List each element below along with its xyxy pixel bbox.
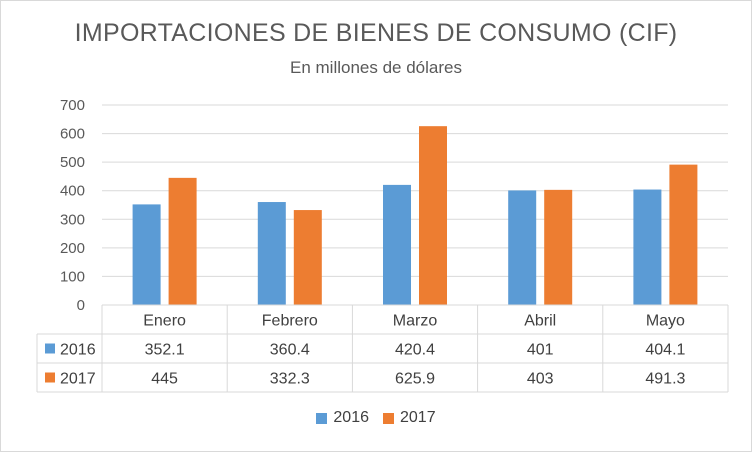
bar-2016-mayo [633, 189, 662, 305]
table-value-2016: 420.4 [395, 342, 435, 359]
table-series-name: 2016 [60, 342, 96, 359]
bar-2016-febrero [257, 202, 286, 305]
bar-2016-enero [132, 204, 161, 305]
table-legend-key-2017 [45, 372, 55, 383]
category-label: Enero [143, 313, 186, 330]
legend-item-2016: 2016 [316, 409, 369, 427]
category-label: Mayo [646, 313, 685, 330]
table-value-2017: 491.3 [645, 371, 685, 388]
bar-2016-marzo [383, 184, 411, 305]
bar-2017-febrero [293, 210, 322, 305]
legend-item-2017: 2017 [383, 409, 436, 427]
legend-label: 2016 [333, 409, 369, 426]
bar-2017-marzo [419, 126, 447, 306]
table-series-name: 2017 [60, 371, 96, 388]
table-value-2017: 625.9 [395, 371, 435, 388]
table-legend-key-2016 [45, 343, 55, 354]
y-tick-label: 300 [60, 211, 85, 228]
table-value-2017: 403 [527, 371, 554, 388]
category-label: Abril [524, 313, 556, 330]
table-value-2016: 401 [527, 342, 554, 359]
legend-swatch [383, 412, 394, 424]
category-label: Marzo [393, 313, 438, 330]
y-tick-label: 400 [60, 183, 85, 200]
chart-title: IMPORTACIONES DE BIENES DE CONSUMO (CIF) [74, 19, 678, 47]
y-tick-label: 0 [77, 297, 85, 314]
category-label: Febrero [262, 313, 318, 330]
legend-label: 2017 [400, 409, 436, 426]
legend-swatch [316, 412, 328, 424]
y-tick-label: 200 [60, 240, 85, 257]
table-value-2016: 352.1 [145, 342, 185, 359]
bar-2017-mayo [669, 164, 698, 305]
table-value-2017: 332.3 [270, 371, 310, 388]
y-tick-label: 700 [60, 97, 85, 114]
y-tick-label: 600 [60, 126, 85, 143]
bar-2016-abril [508, 190, 537, 305]
table-value-2016: 404.1 [645, 342, 685, 359]
bar-2017-abril [544, 189, 573, 305]
table-value-2017: 445 [151, 371, 178, 388]
y-tick-label: 500 [60, 154, 85, 171]
y-tick-label: 100 [60, 268, 85, 285]
bar-2017-enero [168, 177, 197, 305]
chart-subtitle: En millones de dólares [290, 58, 462, 77]
table-value-2016: 360.4 [270, 342, 310, 359]
legend: 2016 2017 [1, 409, 751, 427]
chart-plot: 0 100 200 300 400 500 600 700 Enero Febrero Marzo A… [36, 97, 729, 393]
